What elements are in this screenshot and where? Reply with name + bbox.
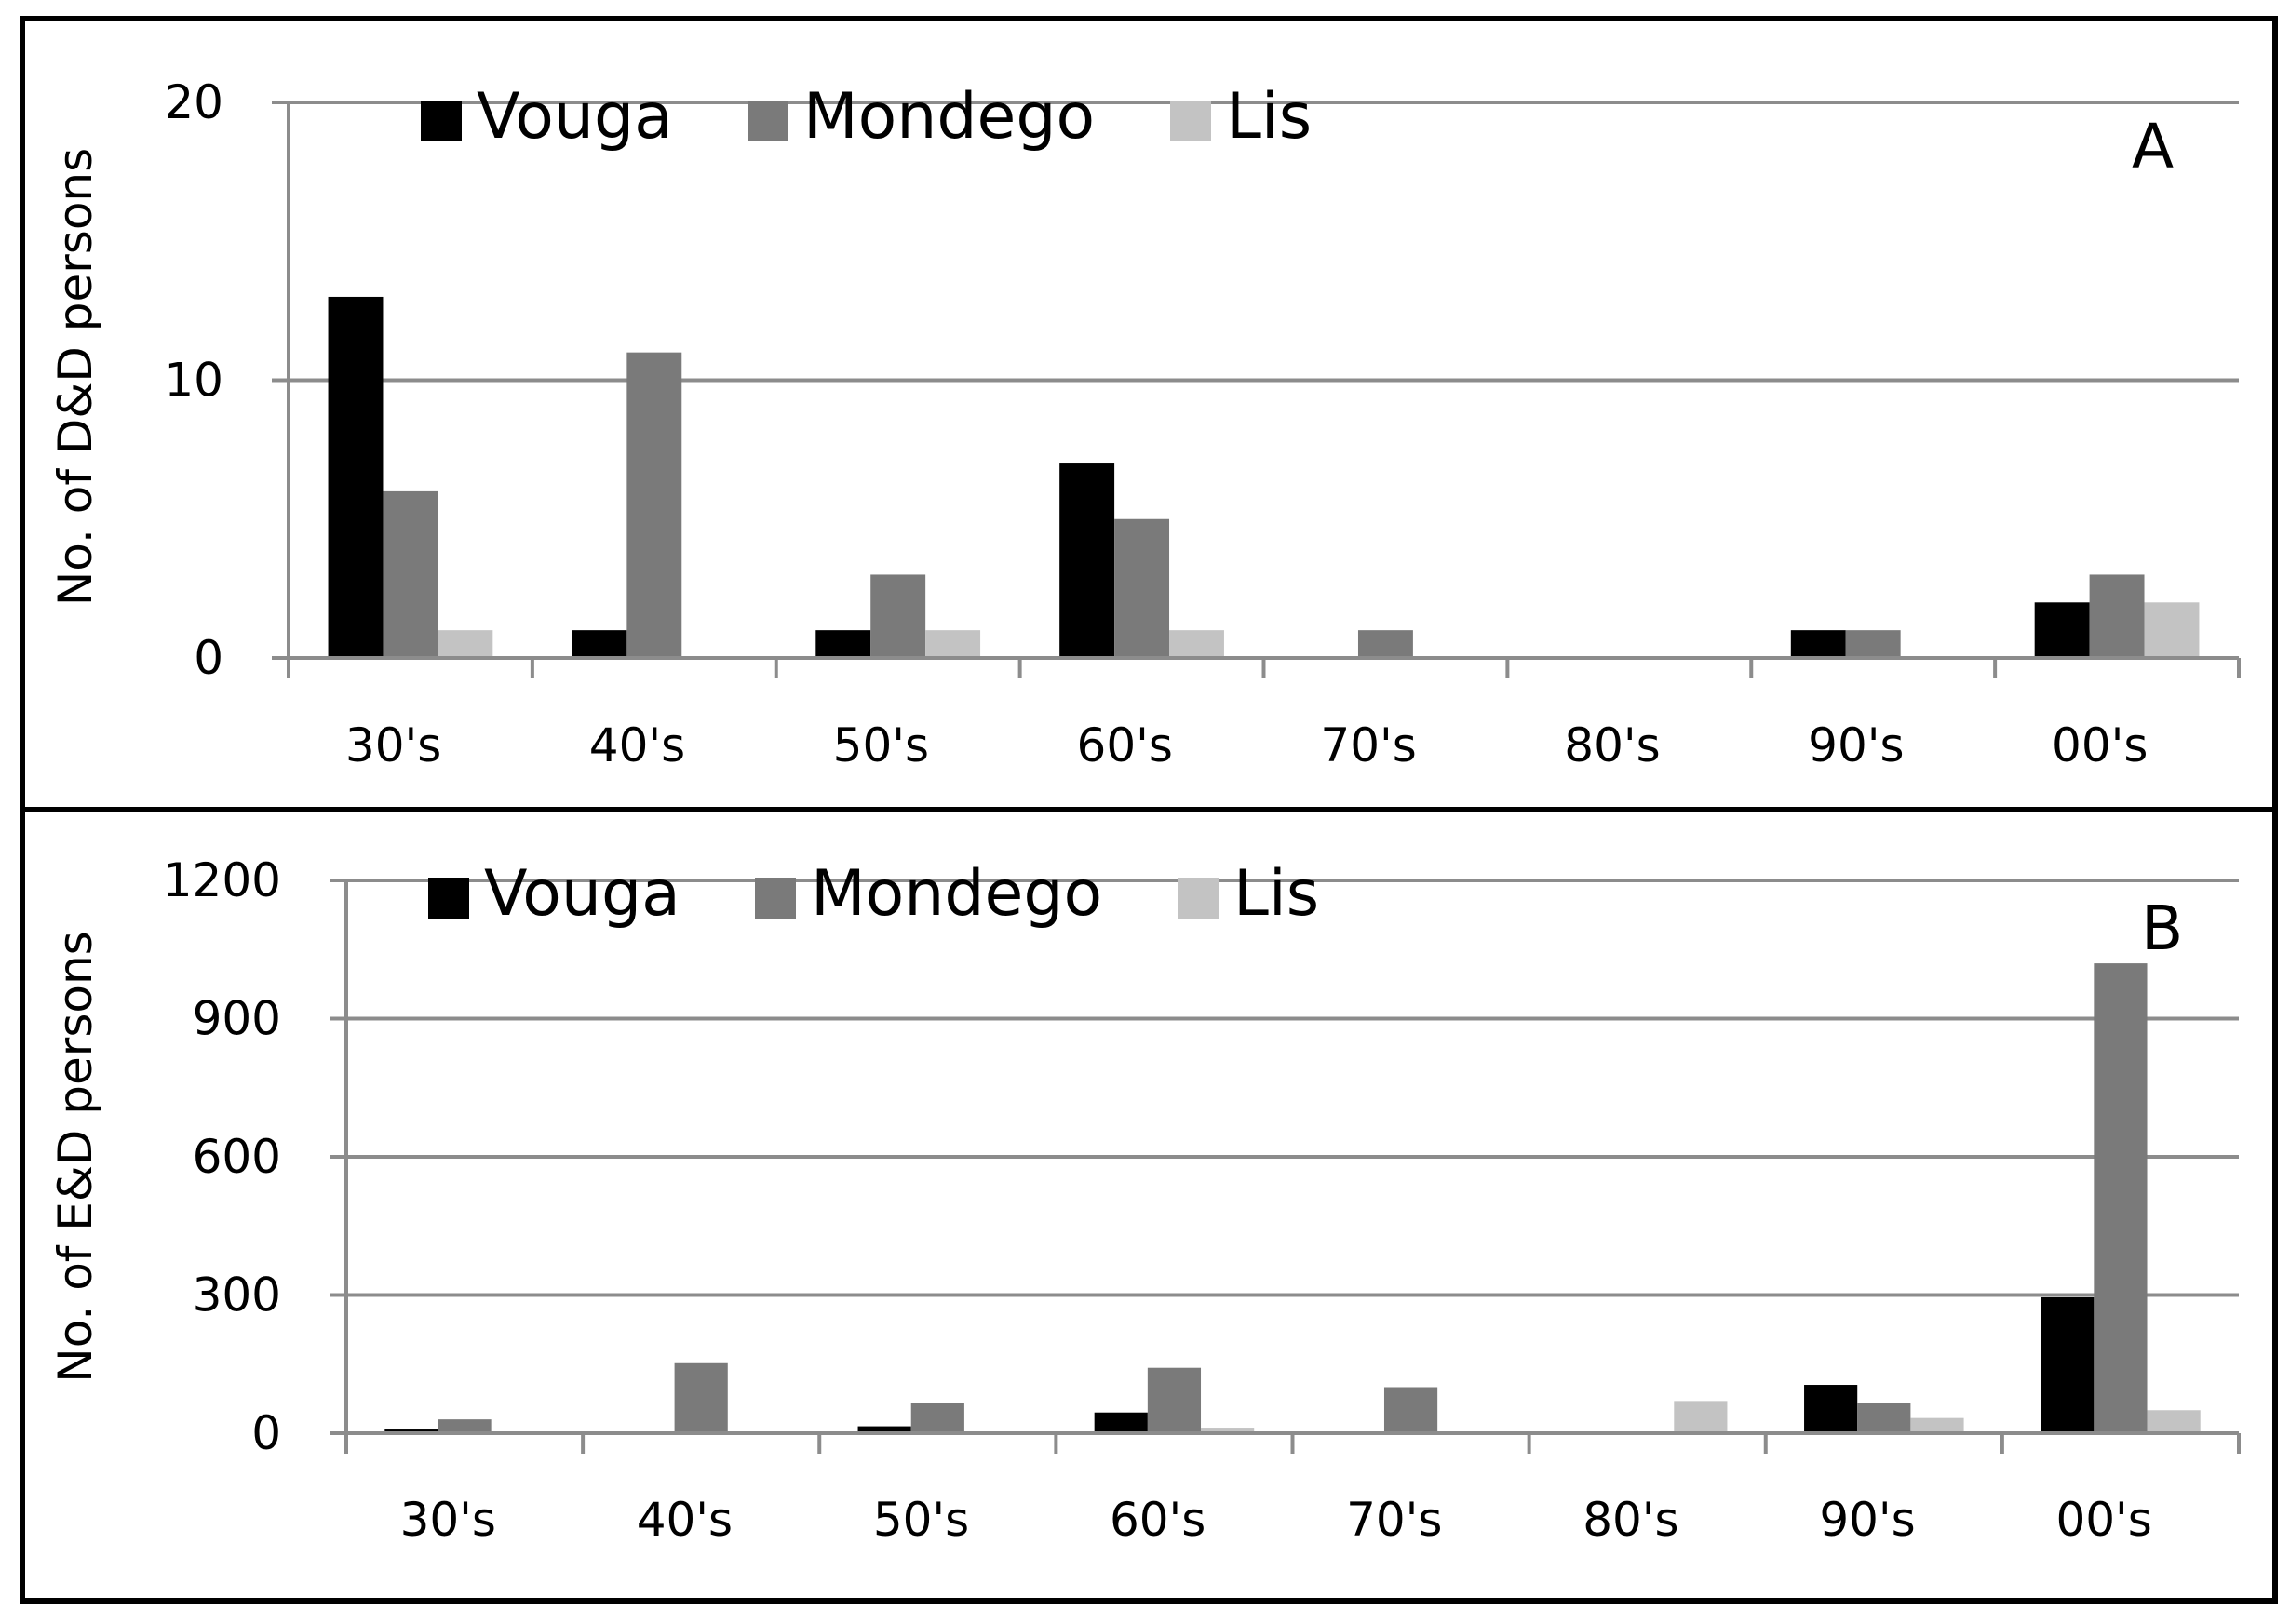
bar-vouga-1: [572, 630, 627, 658]
category-label: 60's: [1077, 718, 1173, 772]
bar-lis-3: [1201, 1428, 1255, 1433]
y-tick-label: 600: [193, 1130, 281, 1184]
bar-vouga-7: [2034, 602, 2090, 658]
y-tick-label: 20: [164, 75, 223, 129]
chart-b: 0 300 600 900 1200 30's 40's 50's 60's 70's 80's 90…: [48, 853, 2241, 1547]
bar-vouga-2: [815, 630, 871, 658]
category-label: 60's: [1110, 1493, 1206, 1547]
bar-mondego-0: [383, 490, 438, 658]
legend-label-vouga: Vouga: [477, 80, 673, 154]
category-label: 00's: [2052, 718, 2148, 772]
legend-swatch-lis: [1178, 878, 1219, 919]
category-label: 50's: [873, 1493, 969, 1547]
y-tick-label: 300: [193, 1268, 281, 1322]
category-label: 90's: [1819, 1493, 1915, 1547]
panel-label: B: [2141, 893, 2183, 964]
legend-label-mondego: Mondego: [811, 857, 1102, 931]
category-label: 80's: [1564, 718, 1660, 772]
bar-lis-7: [2144, 602, 2200, 658]
bar-mondego-6: [1845, 630, 1901, 658]
legend-swatch-mondego: [748, 101, 788, 141]
bar-mondego-4: [1383, 1387, 1438, 1433]
y-axis-label: No. of E&D persons: [48, 931, 102, 1382]
bar-lis-3: [1169, 630, 1224, 658]
legend-label-lis: Lis: [1233, 857, 1319, 931]
category-label: 80's: [1583, 1493, 1678, 1547]
legend-label-mondego: Mondego: [803, 80, 1095, 154]
chart-a: 0 10 20 30's 40's 50's 60's 70's 80's 90's 00's No.…: [48, 75, 2241, 772]
panel-b-frame: [20, 807, 2278, 1604]
bar-lis-7: [2147, 1410, 2201, 1433]
category-label: 30's: [345, 718, 441, 772]
bar-vouga-6: [1790, 630, 1846, 658]
bar-mondego-7: [2089, 574, 2145, 658]
bar-mondego-2: [910, 1403, 964, 1433]
bar-lis-6: [1910, 1417, 1964, 1433]
y-tick-label: 10: [164, 354, 223, 408]
category-label: 30's: [400, 1493, 496, 1547]
legend-swatch-mondego: [755, 878, 796, 919]
y-tick-label: 900: [193, 992, 281, 1046]
bar-lis-0: [438, 630, 493, 658]
bar-vouga-3: [1094, 1412, 1148, 1433]
bar-lis-2: [925, 630, 981, 658]
bar-vouga-6: [1804, 1385, 1858, 1433]
bar-mondego-0: [438, 1419, 492, 1433]
y-tick-label: 0: [194, 631, 223, 685]
legend-swatch-vouga: [421, 101, 462, 141]
y-axis-label: No. of D&D persons: [48, 148, 102, 606]
category-label: 70's: [1320, 718, 1416, 772]
bar-vouga-0: [328, 296, 384, 658]
panel-label: A: [2132, 111, 2174, 182]
bar-mondego-2: [870, 574, 926, 658]
legend-swatch-lis: [1170, 101, 1211, 141]
bar-mondego-6: [1857, 1403, 1911, 1433]
y-tick-label: 0: [251, 1406, 281, 1460]
legend-label-vouga: Vouga: [484, 857, 680, 931]
bar-mondego-3: [1147, 1367, 1202, 1433]
category-label: 00's: [2055, 1493, 2151, 1547]
bar-mondego-1: [674, 1362, 728, 1433]
bar-mondego-4: [1357, 630, 1413, 658]
category-label: 40's: [589, 718, 685, 772]
bar-mondego-1: [626, 352, 682, 658]
legend-label-lis: Lis: [1226, 80, 1312, 154]
bar-mondego-7: [2094, 963, 2148, 1433]
bar-vouga-2: [857, 1426, 911, 1433]
category-label: 70's: [1346, 1493, 1442, 1547]
bar-vouga-7: [2041, 1296, 2095, 1433]
y-tick-label: 1200: [163, 853, 281, 907]
category-label: 50's: [833, 718, 929, 772]
bar-vouga-3: [1059, 463, 1115, 658]
bar-mondego-3: [1114, 518, 1170, 658]
bar-lis-5: [1674, 1401, 1728, 1433]
legend-swatch-vouga: [428, 878, 469, 919]
category-label: 90's: [1808, 718, 1904, 772]
category-label: 40's: [637, 1493, 733, 1547]
